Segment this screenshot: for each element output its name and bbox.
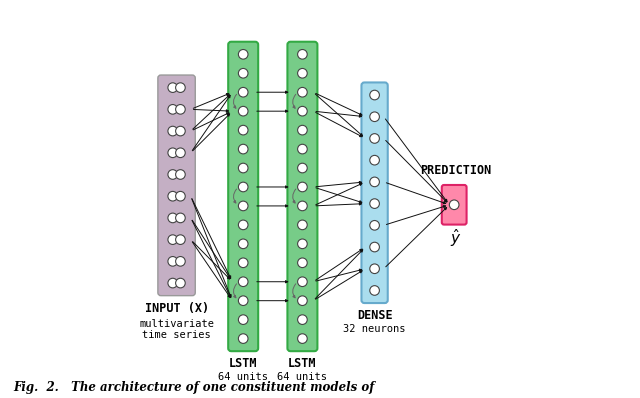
Circle shape	[298, 68, 307, 78]
Circle shape	[175, 213, 185, 223]
Circle shape	[238, 106, 248, 116]
Circle shape	[238, 68, 248, 78]
Circle shape	[238, 334, 248, 343]
Circle shape	[298, 220, 307, 230]
Circle shape	[238, 239, 248, 249]
Circle shape	[168, 278, 177, 288]
Circle shape	[238, 258, 248, 267]
Circle shape	[370, 286, 380, 295]
Circle shape	[449, 200, 459, 210]
Circle shape	[168, 170, 177, 179]
Text: DENSE: DENSE	[356, 309, 392, 322]
Circle shape	[168, 83, 177, 92]
Circle shape	[175, 148, 185, 158]
Circle shape	[175, 257, 185, 266]
Circle shape	[370, 134, 380, 143]
Circle shape	[175, 191, 185, 201]
Circle shape	[175, 126, 185, 136]
FancyBboxPatch shape	[442, 185, 467, 224]
Circle shape	[175, 278, 185, 288]
Text: 64 units: 64 units	[218, 372, 268, 382]
Circle shape	[168, 213, 177, 223]
Circle shape	[168, 105, 177, 114]
Text: INPUT (X): INPUT (X)	[145, 302, 209, 315]
Circle shape	[175, 235, 185, 244]
Circle shape	[298, 277, 307, 287]
Text: 32 neurons: 32 neurons	[343, 324, 406, 334]
FancyBboxPatch shape	[228, 42, 258, 351]
Text: PREDICTION: PREDICTION	[420, 164, 492, 177]
FancyBboxPatch shape	[287, 42, 317, 351]
Circle shape	[370, 242, 380, 252]
Circle shape	[370, 155, 380, 165]
Circle shape	[370, 199, 380, 209]
Text: $\hat{y}$: $\hat{y}$	[450, 227, 462, 249]
Circle shape	[238, 182, 248, 192]
Circle shape	[168, 148, 177, 158]
Circle shape	[238, 49, 248, 59]
Circle shape	[298, 201, 307, 211]
Circle shape	[175, 83, 185, 92]
Circle shape	[370, 90, 380, 100]
Circle shape	[168, 191, 177, 201]
Circle shape	[370, 112, 380, 121]
Text: LSTM: LSTM	[288, 357, 317, 371]
Circle shape	[175, 105, 185, 114]
Circle shape	[238, 163, 248, 173]
Circle shape	[238, 315, 248, 324]
Circle shape	[298, 144, 307, 154]
Circle shape	[370, 264, 380, 273]
Circle shape	[298, 88, 307, 97]
Circle shape	[168, 257, 177, 266]
Circle shape	[298, 106, 307, 116]
Circle shape	[298, 239, 307, 249]
Circle shape	[168, 126, 177, 136]
Text: 64 units: 64 units	[277, 372, 328, 382]
FancyBboxPatch shape	[158, 75, 195, 296]
Circle shape	[298, 182, 307, 192]
Circle shape	[298, 49, 307, 59]
Circle shape	[298, 163, 307, 173]
Text: LSTM: LSTM	[229, 357, 257, 371]
Circle shape	[175, 170, 185, 179]
Text: time series: time series	[142, 330, 211, 340]
Circle shape	[238, 220, 248, 230]
Circle shape	[298, 315, 307, 324]
Circle shape	[238, 201, 248, 211]
Circle shape	[298, 125, 307, 135]
Circle shape	[238, 125, 248, 135]
Circle shape	[298, 296, 307, 306]
Text: multivariate: multivariate	[139, 318, 214, 329]
Circle shape	[168, 235, 177, 244]
FancyBboxPatch shape	[362, 82, 388, 303]
Circle shape	[238, 88, 248, 97]
Circle shape	[238, 144, 248, 154]
Circle shape	[238, 296, 248, 306]
Circle shape	[238, 277, 248, 287]
Circle shape	[370, 220, 380, 230]
Circle shape	[370, 177, 380, 187]
Circle shape	[298, 334, 307, 343]
Circle shape	[298, 258, 307, 267]
Text: Fig.  2.   The architecture of one constituent models of: Fig. 2. The architecture of one constitu…	[13, 381, 374, 394]
